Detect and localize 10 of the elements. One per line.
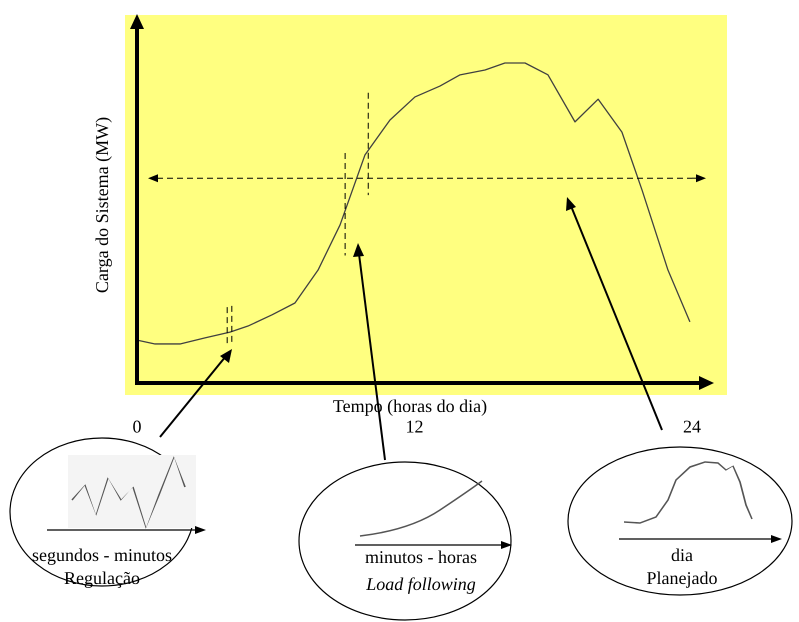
- text: Regulação: [64, 568, 140, 588]
- text: Planejado: [646, 568, 718, 588]
- text: dia: [671, 545, 693, 565]
- x-tick-label: 12: [406, 416, 424, 437]
- text: Load following: [366, 574, 476, 594]
- x-tick-label: 24: [683, 416, 701, 437]
- y-axis-title: Carga do Sistema (MW): [92, 116, 112, 294]
- text: minutos - horas: [365, 547, 477, 567]
- text: segundos - minutos: [32, 545, 172, 565]
- x-tick-label: 0: [132, 416, 142, 437]
